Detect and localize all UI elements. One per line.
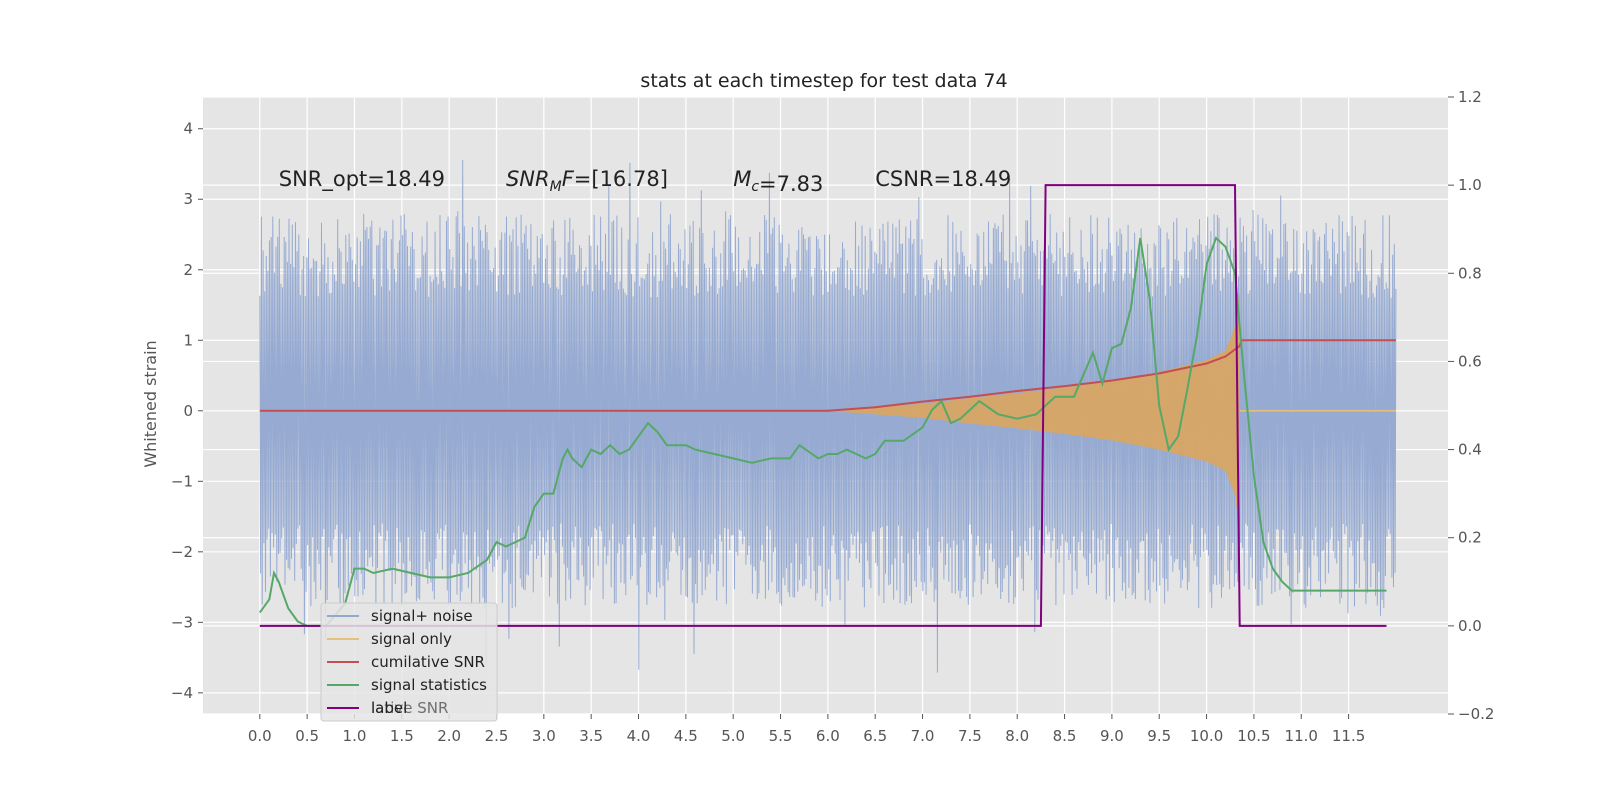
x-tick-label: 3.5 <box>579 727 603 745</box>
legend-box <box>320 602 498 722</box>
x-tick-label: 2.0 <box>437 727 461 745</box>
x-tick-label: 5.5 <box>769 727 793 745</box>
x-tick-label: 6.0 <box>816 727 840 745</box>
x-tick-label: 0.5 <box>295 727 319 745</box>
y-tick-label: 3 <box>183 190 193 208</box>
x-tick-label: 7.5 <box>958 727 982 745</box>
y-tick-label: 0 <box>183 402 193 420</box>
x-tick-label: 11.5 <box>1332 727 1365 745</box>
y-tick-label: −1 <box>171 472 193 490</box>
legend-label-4[interactable]: label <box>371 699 407 717</box>
x-tick-label: 5.0 <box>721 727 745 745</box>
x-tick-label: 4.0 <box>627 727 651 745</box>
series-line-4 <box>259 184 1387 627</box>
annotation-3: CSNR=18.49 <box>875 167 1011 191</box>
y2-tick-label: 1.2 <box>1458 88 1482 106</box>
y-axis-label: Whitened strain <box>141 340 160 467</box>
legend-label-1[interactable]: signal only <box>371 630 452 648</box>
x-tick-label: 1.0 <box>343 727 367 745</box>
y2-tick-label: 0.8 <box>1458 264 1482 282</box>
y2-tick-label: 0.4 <box>1458 441 1482 459</box>
legend-label-3[interactable]: signal statistics <box>371 676 487 694</box>
series-line-3 <box>258 236 1387 627</box>
y-tick-label: 1 <box>183 331 193 349</box>
y2-tick-label: 0.6 <box>1458 352 1482 370</box>
y-tick-label: −2 <box>171 543 193 561</box>
x-tick-label: 9.5 <box>1147 727 1171 745</box>
legend-label-2[interactable]: cumilative SNR <box>371 653 485 671</box>
y2-tick-label: −0.2 <box>1458 705 1494 723</box>
x-tick-label: 9.0 <box>1100 727 1124 745</box>
y2-tick-label: 0.0 <box>1458 617 1482 635</box>
y-tick-label: 4 <box>183 120 193 138</box>
annotation-1: SNRMF=[16.78] <box>506 167 668 195</box>
y2-tick-label: 1.0 <box>1458 176 1482 194</box>
annotation-0: SNR_opt=18.49 <box>279 167 445 192</box>
y-tick-label: −3 <box>171 613 193 631</box>
x-tick-label: 10.0 <box>1190 727 1223 745</box>
x-tick-label: 6.5 <box>863 727 887 745</box>
x-tick-label: 11.0 <box>1285 727 1318 745</box>
annotations: SNR_opt=18.49 SNRMF=[16.78] Mc=7.83 CSNR=18… <box>279 167 1011 196</box>
annotation-2: Mc=7.83 <box>733 167 823 196</box>
x-tick-label: 8.0 <box>1005 727 1029 745</box>
x-tick-label: 1.5 <box>390 727 414 745</box>
x-tick-label: 4.5 <box>674 727 698 745</box>
series-signal-only <box>827 290 1396 531</box>
x-tick-label: 0.0 <box>248 727 272 745</box>
y2-tick-label: 0.2 <box>1458 529 1482 547</box>
legend[interactable]: lative SNR signal+ noise signal only cumila… <box>320 602 498 722</box>
x-tick-label: 10.5 <box>1237 727 1270 745</box>
x-tick-label: 3.0 <box>532 727 556 745</box>
legend-ghost-text: lative SNR <box>371 699 448 717</box>
series-lines <box>258 184 1396 627</box>
x-tick-label: 2.5 <box>485 727 509 745</box>
x-tick-label: 8.5 <box>1053 727 1077 745</box>
chart-title: stats at each timestep for test data 74 <box>640 70 1007 92</box>
axes: 0.0 0.5 1.0 1.5 2.0 2.5 3.0 3.5 4.0 4.5 5.0 5.5 6.0 6… <box>171 88 1495 745</box>
y-tick-label: 2 <box>183 261 193 279</box>
x-tick-label: 7.0 <box>911 727 935 745</box>
y-tick-label: −4 <box>171 684 193 702</box>
signal-only-fill <box>827 290 1240 531</box>
legend-label-0[interactable]: signal+ noise <box>371 607 473 625</box>
